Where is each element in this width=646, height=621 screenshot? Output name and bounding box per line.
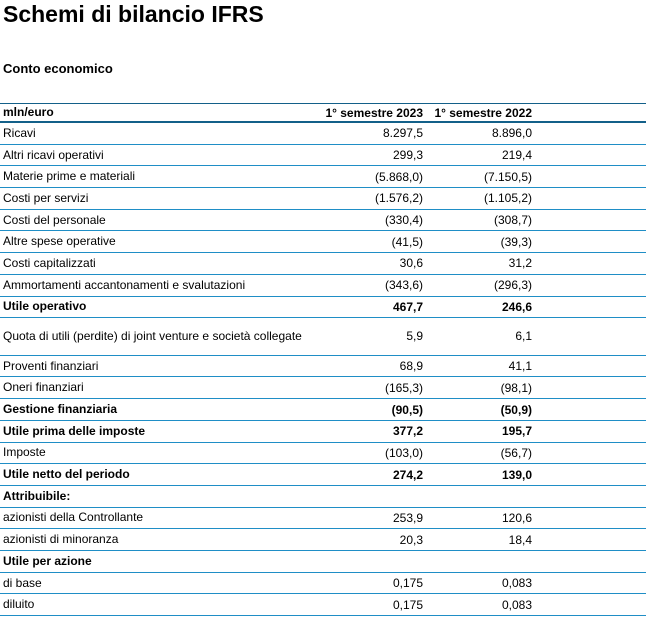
table-row: Proventi finanziari 68,9 41,1	[0, 356, 646, 378]
unit-label: mln/euro	[3, 105, 54, 119]
row-label: Proventi finanziari	[3, 358, 99, 373]
value-2022: 246,6	[501, 299, 532, 314]
value-2023: (90,5)	[391, 402, 423, 417]
table-row: Oneri finanziari (165,3) (98,1)	[0, 377, 646, 400]
value-2022: (1.105,2)	[483, 191, 532, 206]
table-row: Ammortamenti accantonamenti e svalutazio…	[0, 275, 646, 297]
row-label: azionisti di minoranza	[3, 532, 119, 547]
row-label: Costi capitalizzati	[3, 255, 96, 270]
row-label: di base	[3, 575, 42, 590]
table-row: Utile prima delle imposte 377,2 195,7	[0, 421, 646, 443]
table-row: Attribuibile:	[0, 486, 646, 508]
value-2023: 253,9	[392, 510, 423, 525]
value-2022: 6,1	[515, 329, 532, 344]
value-2022: (39,3)	[500, 234, 532, 249]
table-row: Ricavi 8.297,5 8.896,0	[0, 123, 646, 145]
table-row: diluito 0,175 0,083	[0, 594, 646, 617]
table-header-row: mln/euro 1° semestre 2023 1° semestre 20…	[0, 103, 646, 123]
table-row: Imposte (103,0) (56,7)	[0, 443, 646, 465]
table-row: Costi capitalizzati 30,6 31,2	[0, 253, 646, 275]
row-label: Attribuibile:	[3, 488, 71, 503]
table-row: Quota di utili (perdite) di joint ventur…	[0, 318, 646, 356]
table-row: Materie prime e materiali (5.868,0) (7.150…	[0, 166, 646, 189]
row-label: diluito	[3, 597, 35, 612]
row-label: Utile operativo	[3, 299, 87, 314]
row-label: Oneri finanziari	[3, 380, 84, 395]
table-row: Utile operativo 467,7 246,6	[0, 297, 646, 319]
row-label: Ricavi	[3, 125, 36, 140]
section-title: Conto economico	[3, 61, 113, 76]
value-2023: 68,9	[399, 359, 423, 374]
value-2022: (308,7)	[493, 213, 532, 228]
value-2023: (343,6)	[384, 278, 423, 293]
income-statement-table: mln/euro 1° semestre 2023 1° semestre 20…	[0, 103, 646, 617]
value-2023: 8.297,5	[382, 126, 423, 141]
value-2023: (1.576,2)	[374, 191, 423, 206]
table-row: Costi del personale (330,4) (308,7)	[0, 210, 646, 232]
table-row: Costi per servizi (1.576,2) (1.105,2)	[0, 188, 646, 210]
value-2023: 467,7	[392, 299, 423, 314]
value-2023: 20,3	[399, 532, 423, 547]
column-header-2023: 1° semestre 2023	[325, 105, 423, 120]
row-label: Gestione finanziaria	[3, 402, 118, 416]
value-2022: 195,7	[501, 424, 532, 439]
page-title: Schemi di bilancio IFRS	[3, 1, 264, 27]
value-2022: 219,4	[501, 148, 532, 163]
value-2022: 0,083	[501, 597, 532, 612]
table-row: Utile per azione	[0, 551, 646, 573]
row-label: azionisti della Controllante	[3, 510, 144, 525]
table-row: Altre spese operative (41,5) (39,3)	[0, 231, 646, 254]
row-label: Materie prime e materiali	[3, 169, 136, 184]
row-label: Altre spese operative	[3, 234, 116, 249]
value-2023: 30,6	[399, 256, 423, 271]
value-2023: 0,175	[392, 597, 423, 612]
table-row: Altri ricavi operativi 299,3 219,4	[0, 145, 646, 167]
value-2022: (98,1)	[500, 380, 532, 395]
row-label: Utile netto del periodo	[3, 467, 130, 482]
row-label: Costi per servizi	[3, 190, 89, 205]
value-2022: 120,6	[501, 510, 532, 525]
value-2023: (103,0)	[384, 445, 423, 460]
column-header-2022: 1° semestre 2022	[434, 105, 532, 120]
row-label: Altri ricavi operativi	[3, 147, 104, 162]
value-2023: (165,3)	[384, 380, 423, 395]
table-body: Ricavi 8.297,5 8.896,0 Altri ricavi operati…	[0, 123, 646, 617]
row-label: Ammortamenti accantonamenti e svalutazio…	[3, 277, 246, 292]
value-2023: (5.868,0)	[374, 169, 423, 184]
value-2022: (56,7)	[500, 445, 532, 460]
value-2023: (330,4)	[384, 213, 423, 228]
value-2023: 274,2	[392, 467, 423, 482]
value-2022: 8.896,0	[491, 126, 532, 141]
row-label: Utile per azione	[3, 553, 92, 568]
row-label: Costi del personale	[3, 212, 106, 227]
value-2023: 0,175	[392, 576, 423, 590]
value-2023: 299,3	[392, 148, 423, 163]
value-2022: (50,9)	[500, 402, 532, 417]
value-2022: 31,2	[508, 256, 532, 271]
table-row: Utile netto del periodo 274,2 139,0	[0, 464, 646, 486]
value-2023: (41,5)	[391, 234, 423, 249]
value-2022: 139,0	[501, 467, 532, 482]
table-row: azionisti di minoranza 20,3 18,4	[0, 529, 646, 551]
value-2022: 18,4	[508, 532, 532, 547]
value-2022: 0,083	[501, 576, 532, 590]
table-row: Gestione finanziaria (90,5) (50,9)	[0, 399, 646, 421]
row-label: Quota di utili (perdite) di joint ventur…	[3, 328, 302, 343]
row-label: Utile prima delle imposte	[3, 423, 146, 438]
row-label: Imposte	[3, 445, 46, 460]
value-2023: 377,2	[392, 424, 423, 439]
value-2022: 41,1	[508, 359, 532, 374]
table-row: azionisti della Controllante 253,9 120,6	[0, 508, 646, 530]
value-2022: (296,3)	[493, 278, 532, 293]
value-2022: (7.150,5)	[483, 169, 532, 184]
table-row: di base 0,175 0,083	[0, 573, 646, 595]
value-2023: 5,9	[406, 329, 423, 344]
